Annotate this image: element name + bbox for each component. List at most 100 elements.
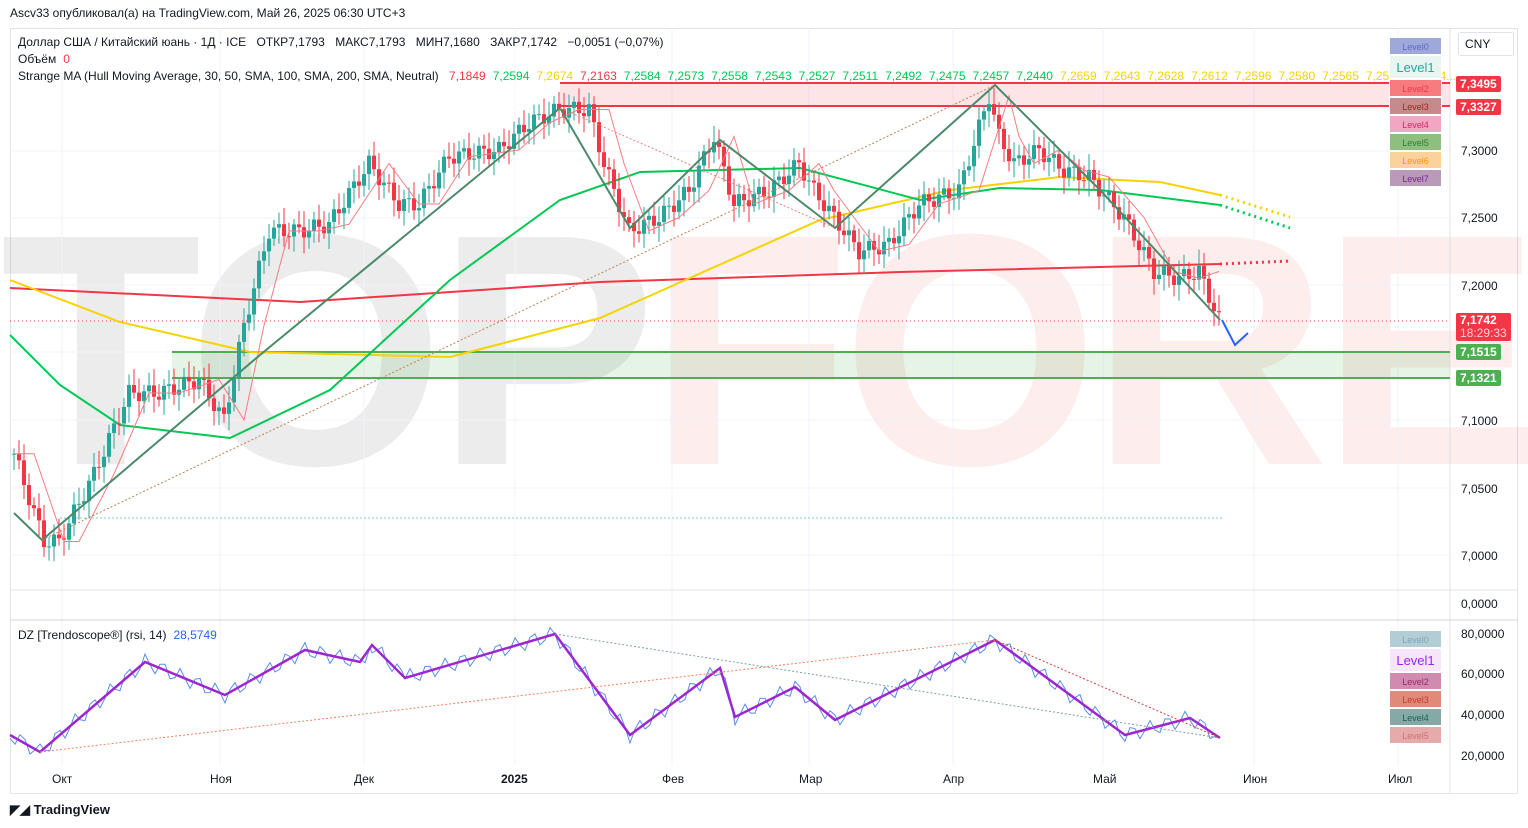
- tradingview-logo[interactable]: ◤◢ TradingView: [10, 802, 110, 818]
- candle-body: [407, 198, 411, 200]
- candle-body: [627, 217, 631, 224]
- candle-body: [1162, 266, 1166, 275]
- candle-body: [392, 182, 396, 201]
- candle-body: [922, 194, 926, 206]
- rsi-axis-label: 40,0000: [1461, 708, 1505, 722]
- level-swatch: Level4: [1389, 115, 1442, 133]
- candle-body: [272, 227, 276, 239]
- sma-50-line: [9, 166, 1221, 440]
- time-label: Дек: [354, 772, 375, 786]
- candle-body: [297, 224, 301, 228]
- level-swatch: Level2: [1389, 672, 1442, 690]
- candle-body: [412, 198, 416, 211]
- sma-200-projection: [1219, 259, 1291, 266]
- candle-body: [37, 508, 41, 521]
- candle-body: [897, 236, 901, 244]
- candle-body: [92, 466, 96, 481]
- candle-body: [507, 146, 511, 149]
- strange-ma-legend: Strange MA (Hull Moving Average, 30, 50,…: [18, 69, 1463, 83]
- candle-body: [1152, 258, 1156, 280]
- candle-body: [1137, 240, 1141, 251]
- candle-body: [602, 152, 606, 168]
- candle-body: [797, 160, 801, 163]
- candle-body: [587, 104, 591, 117]
- candle-body: [342, 207, 346, 214]
- candle-body: [967, 166, 971, 171]
- trend-line: [41, 84, 996, 541]
- close-value: ЗАКР7,1742: [490, 35, 558, 49]
- candle-body: [552, 103, 556, 117]
- candle-body: [172, 384, 176, 395]
- time-label: Июн: [1243, 772, 1268, 786]
- candle-body: [817, 182, 821, 201]
- candle-body: [547, 116, 551, 124]
- rsi-zigzag-line: [9, 632, 1221, 754]
- candle-body: [282, 224, 286, 237]
- bar-countdown: 18:29:33: [1460, 326, 1507, 340]
- candle-body: [332, 209, 336, 222]
- projection-arrow: [1221, 319, 1249, 347]
- candle-body: [1202, 265, 1206, 279]
- candle-body: [177, 389, 181, 395]
- candle-body: [867, 240, 871, 251]
- candle-body: [762, 186, 766, 197]
- ma-value: 7,2543: [754, 69, 792, 83]
- support-zone: [172, 352, 1450, 378]
- resistance-tag-1: 7,3495: [1456, 76, 1501, 92]
- chart-frame: [10, 28, 1518, 794]
- candle-body: [657, 222, 661, 226]
- candle-body: [727, 166, 731, 195]
- candle-body: [572, 101, 576, 108]
- candle-body: [847, 230, 851, 236]
- candle-body: [782, 176, 786, 185]
- candle-body: [182, 376, 186, 390]
- candle-body: [117, 423, 121, 425]
- candle-body: [662, 205, 666, 223]
- ma-value: 7,2565: [1322, 69, 1359, 83]
- candle-body: [397, 200, 401, 212]
- candle-body: [227, 402, 231, 414]
- candle-body: [1212, 302, 1216, 312]
- candle-body: [597, 122, 601, 153]
- candle-body: [1167, 266, 1171, 276]
- candle-body: [1072, 166, 1076, 168]
- candle-body: [242, 322, 246, 342]
- candle-body: [452, 158, 456, 164]
- candle-body: [932, 201, 936, 207]
- candle-body: [1197, 265, 1201, 280]
- candle-body: [947, 188, 951, 199]
- candle-body: [937, 194, 941, 207]
- candle-body: [257, 260, 261, 289]
- candle-body: [387, 182, 391, 184]
- candle-body: [892, 237, 896, 244]
- symbol-legend: Доллар США / Китайский юань · 1Д · ICE О…: [18, 35, 671, 49]
- candle-body: [767, 196, 771, 198]
- price-label: 7,0000: [1461, 549, 1498, 563]
- candle-body: [542, 114, 546, 124]
- candle-body: [152, 385, 156, 397]
- rsi-axis-label: 20,0000: [1461, 749, 1505, 763]
- candle-body: [717, 142, 721, 147]
- candle-body: [987, 104, 991, 112]
- candle-body: [222, 407, 226, 414]
- ma-value: 7,2580: [1278, 69, 1316, 83]
- candle-body: [522, 124, 526, 133]
- sma-50-projection: [1219, 203, 1291, 230]
- currency-button[interactable]: CNY: [1458, 32, 1514, 56]
- support-tag-1: 7,1515: [1456, 344, 1501, 360]
- candle-body: [287, 236, 291, 238]
- candle-body: [27, 485, 31, 506]
- candle-body: [772, 180, 776, 197]
- candle-body: [567, 107, 571, 118]
- candle-body: [1217, 311, 1221, 313]
- candle-body: [1102, 195, 1106, 197]
- rsi-trend-line: [39, 639, 996, 753]
- ma-value: 7,1849: [449, 69, 486, 83]
- level-swatch: Level5: [1389, 133, 1442, 151]
- candle-body: [917, 205, 921, 219]
- candle-body: [1062, 168, 1066, 178]
- tradingview-icon: ◤◢: [10, 802, 34, 817]
- candle-body: [622, 212, 626, 218]
- published-by: Ascv33 опубликовал(а) на TradingView.com…: [10, 6, 406, 20]
